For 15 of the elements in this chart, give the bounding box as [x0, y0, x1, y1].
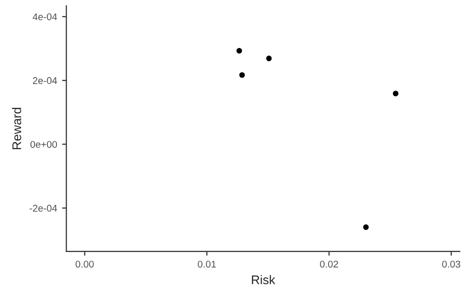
point: [392, 90, 398, 96]
x-tick-label: 0.02: [320, 260, 338, 268]
y-tick-label: 0e+00: [30, 140, 57, 148]
y-tick-label: 4e-04: [32, 13, 58, 20]
y-tick-label: 2e-04: [32, 77, 58, 84]
x-axis-title: Risk: [252, 275, 276, 284]
point: [363, 224, 369, 230]
point: [236, 48, 242, 54]
x-tick-label: 0.01: [198, 260, 216, 268]
y-tick-label: -2e-04: [30, 204, 58, 212]
point: [239, 72, 245, 78]
x-tick-label: 0.00: [76, 260, 94, 268]
point: [266, 56, 272, 62]
x-tick-label: 0.03: [442, 260, 460, 268]
y-axis-title: Reward: [12, 108, 22, 150]
